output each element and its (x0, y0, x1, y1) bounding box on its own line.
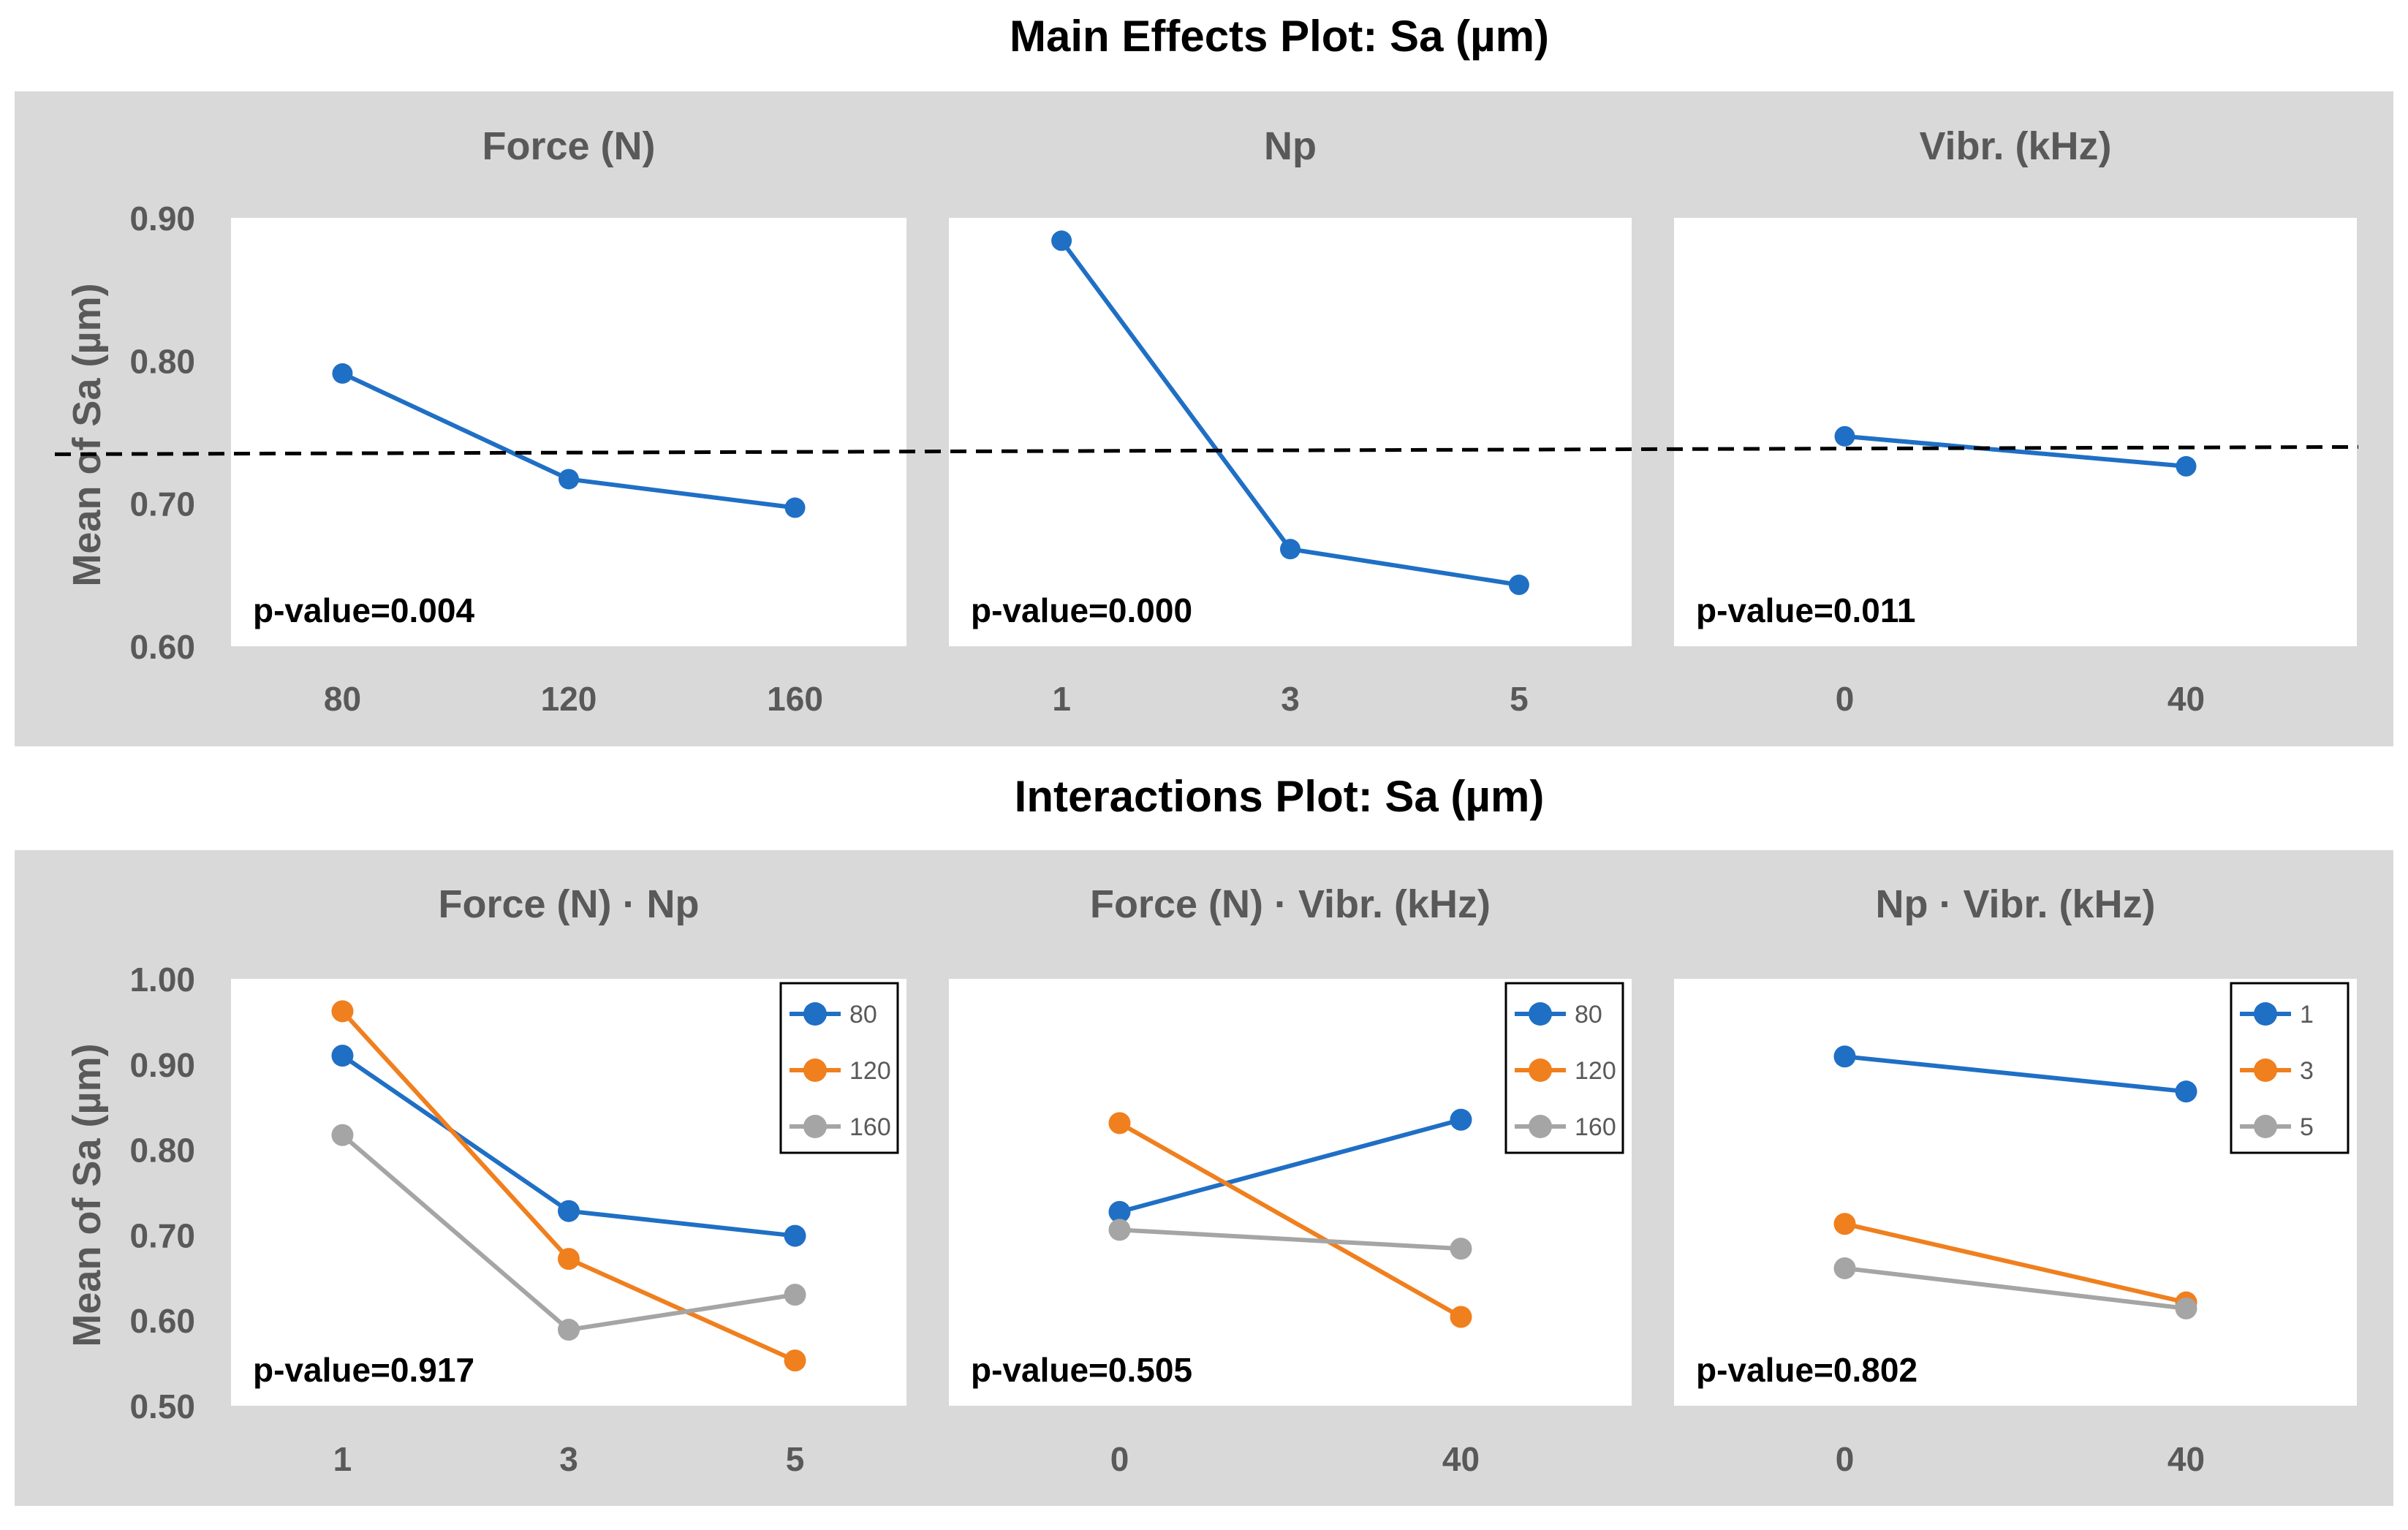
series-line-160 (1119, 1227, 1461, 1251)
data-point (1280, 539, 1300, 560)
legend-label: 120 (1575, 1057, 1616, 1085)
legend-swatch-marker (803, 1058, 827, 1082)
data-point (331, 1045, 354, 1067)
interactions-y-tick-label: 0.50 (129, 1387, 195, 1425)
p-value-annotation: p-value=0.011 (1696, 591, 1915, 629)
x-tick-label: 0 (1110, 1440, 1129, 1478)
series-line-3 (1844, 1222, 2187, 1305)
x-tick-label: 5 (1510, 680, 1529, 718)
legend-swatch-marker (2254, 1058, 2277, 1082)
interactions-y-tick-label: 0.70 (129, 1216, 195, 1254)
data-point (1108, 1112, 1131, 1135)
series-line-1 (1844, 1054, 2186, 1094)
data-point (1834, 425, 1855, 447)
legend-label: 80 (849, 1001, 877, 1029)
x-tick-label: 40 (2167, 680, 2205, 718)
x-tick-label: 120 (541, 680, 597, 718)
legend-swatch-marker (2254, 1115, 2277, 1138)
x-tick-label: 0 (1836, 1440, 1855, 1478)
main-y-tick-label: 0.80 (129, 342, 195, 380)
legend-label: 80 (1575, 1001, 1602, 1029)
data-point (2176, 455, 2197, 477)
p-value-annotation: p-value=0.802 (1696, 1351, 1917, 1389)
legend-swatch-marker (1529, 1002, 1552, 1026)
data-point (784, 497, 806, 518)
x-tick-label: 80 (324, 680, 361, 718)
series-line-120 (1118, 1121, 1462, 1319)
panel-title-force-n: Force (N) (482, 124, 655, 168)
data-point (558, 1319, 580, 1341)
x-tick-label: 3 (1281, 680, 1300, 718)
data-point (332, 363, 353, 384)
data-point (1450, 1108, 1472, 1131)
legend-swatch-marker (2254, 1002, 2277, 1026)
legend-label: 3 (2300, 1057, 2314, 1085)
x-tick-label: 0 (1836, 680, 1855, 718)
panel-title-np: Np (1264, 124, 1317, 168)
data-point (784, 1224, 806, 1247)
main-effects-y-axis-label: Mean of Sa (µm) (65, 283, 109, 586)
data-point (331, 1124, 354, 1146)
data-point (1108, 1200, 1131, 1223)
data-point (558, 1248, 580, 1270)
legend-swatch-marker (803, 1115, 827, 1138)
data-point (1508, 575, 1529, 596)
p-value-annotation: p-value=0.917 (253, 1351, 474, 1389)
legend-label: 120 (849, 1057, 891, 1085)
main-effects-title: Main Effects Plot: Sa (µm) (1010, 12, 1549, 61)
data-point (331, 1000, 354, 1023)
panel-title-force-n-np: Force (N) · Np (439, 882, 700, 926)
data-point (1051, 230, 1072, 251)
panel-title-vibr-khz: Vibr. (kHz) (1919, 124, 2111, 168)
overall-mean-line (54, 444, 2359, 456)
data-point (2175, 1297, 2197, 1319)
main-plot-area-force-n (231, 218, 906, 646)
x-tick-label: 160 (767, 680, 823, 718)
data-point (1833, 1045, 1856, 1068)
data-point (784, 1284, 806, 1306)
data-point (2175, 1080, 2197, 1103)
series-line-5 (1844, 1265, 2186, 1311)
main-plot-area-vibr-khz (1674, 218, 2357, 646)
panel-title-np-vibr-khz: Np · Vibr. (kHz) (1875, 882, 2155, 926)
x-tick-label: 1 (1052, 680, 1071, 718)
legend-label: 160 (849, 1113, 891, 1141)
data-point (1108, 1219, 1131, 1241)
main-y-tick-label: 0.90 (129, 200, 195, 238)
main-y-tick-label: 0.60 (129, 628, 195, 666)
main-y-tick-label: 0.70 (129, 485, 195, 523)
data-point (1833, 1257, 1856, 1279)
legend-swatch-marker (1529, 1058, 1552, 1082)
x-tick-label: 40 (2167, 1440, 2205, 1478)
interactions-y-tick-label: 1.00 (129, 961, 195, 999)
interactions-y-tick-label: 0.60 (129, 1302, 195, 1340)
legend-label: 160 (1575, 1113, 1616, 1141)
interactions-y-tick-label: 0.80 (129, 1132, 195, 1170)
p-value-annotation: p-value=0.000 (971, 591, 1192, 629)
series-line-80 (1118, 1117, 1462, 1214)
data-point (1833, 1213, 1856, 1235)
main-plot-area-np (949, 218, 1632, 646)
interactions-y-axis-label: Mean of Sa (µm) (65, 1043, 109, 1347)
panel-title-force-n-vibr-khz: Force (N) · Vibr. (kHz) (1090, 882, 1491, 926)
data-point (558, 1200, 580, 1222)
x-tick-label: 1 (333, 1440, 352, 1478)
x-tick-label: 3 (559, 1440, 578, 1478)
p-value-annotation: p-value=0.004 (253, 591, 474, 629)
x-tick-label: 5 (786, 1440, 805, 1478)
x-tick-label: 40 (1442, 1440, 1480, 1478)
data-point (559, 469, 579, 490)
legend-label: 1 (2300, 1001, 2314, 1029)
data-point (784, 1349, 806, 1372)
data-point (1450, 1238, 1472, 1260)
series-line-vibr-khz (1844, 433, 2186, 469)
legend-label: 5 (2300, 1113, 2314, 1141)
data-point (1450, 1306, 1472, 1328)
legend-swatch-marker (803, 1002, 827, 1026)
interactions-y-tick-label: 0.90 (129, 1046, 195, 1084)
legend-swatch-marker (1529, 1115, 1552, 1138)
p-value-annotation: p-value=0.505 (971, 1351, 1192, 1389)
interactions-title: Interactions Plot: Sa (µm) (1015, 772, 1545, 821)
